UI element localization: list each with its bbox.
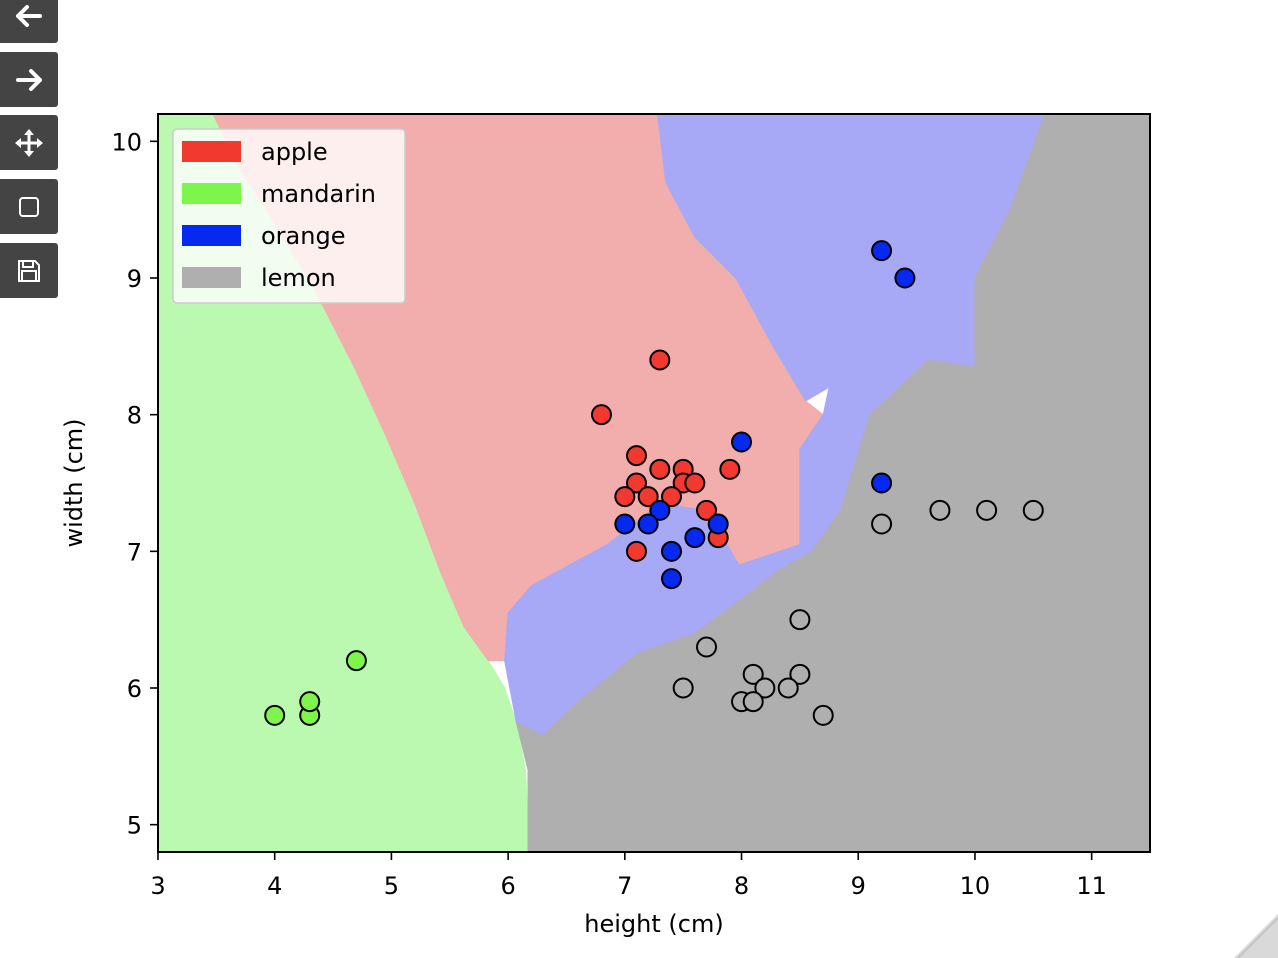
point-lemon (672, 677, 694, 699)
point-apple (684, 472, 706, 494)
point-lemon (871, 513, 893, 535)
point-lemon (742, 691, 764, 713)
x-tick-label: 9 (851, 872, 866, 900)
point-apple (637, 486, 659, 508)
resize-grip-icon[interactable] (1234, 914, 1278, 958)
region-lemon (515, 114, 1150, 852)
point-orange (637, 513, 659, 535)
point-orange (661, 540, 683, 562)
point-orange (871, 472, 893, 494)
y-tick-label: 5 (127, 812, 142, 840)
point-orange (871, 240, 893, 262)
x-tick-label: 11 (1076, 872, 1107, 900)
forward-button[interactable] (0, 52, 58, 107)
point-orange (707, 513, 729, 535)
legend: apple mandarin orange lemon (172, 128, 406, 304)
point-apple (649, 349, 671, 371)
point-apple (719, 458, 741, 480)
point-lemon (742, 663, 764, 685)
legend-swatch-orange (182, 225, 241, 246)
x-tick-label: 6 (500, 872, 515, 900)
x-tick-label: 5 (384, 872, 399, 900)
point-apple (590, 404, 612, 426)
data-points (264, 240, 1044, 726)
point-orange (731, 431, 753, 453)
x-tick-label: 8 (734, 872, 749, 900)
rectangle-zoom-icon (19, 196, 39, 217)
x-axis-label: height (cm) (584, 910, 723, 938)
point-apple (625, 472, 647, 494)
point-apple (661, 486, 683, 508)
point-lemon (789, 609, 811, 631)
x-tick-label: 3 (150, 872, 165, 900)
arrow-left-icon (16, 4, 42, 27)
point-orange (894, 267, 916, 289)
legend-box (172, 128, 406, 304)
point-lemon (777, 677, 799, 699)
x-tick-label: 7 (617, 872, 632, 900)
legend-label-apple: apple (261, 138, 328, 166)
zoom-button[interactable] (0, 179, 58, 234)
x-tick-label: 10 (960, 872, 991, 900)
x-axis: 3 4 5 6 7 8 9 10 11 (150, 852, 1107, 900)
move-icon (15, 128, 43, 157)
legend-label-lemon: lemon (261, 264, 336, 292)
y-tick-label: 7 (127, 538, 142, 566)
point-apple (625, 445, 647, 467)
point-apple (625, 540, 647, 562)
legend-label-orange: orange (261, 222, 345, 250)
legend-swatch-mandarin (182, 183, 241, 204)
save-button[interactable] (0, 243, 58, 298)
legend-swatch-lemon (182, 267, 241, 288)
point-apple (696, 499, 718, 521)
point-lemon (789, 663, 811, 685)
point-apple (649, 458, 671, 480)
point-apple (614, 486, 636, 508)
point-orange (661, 568, 683, 590)
floppy-disk-icon (18, 259, 40, 282)
point-lemon (754, 677, 776, 699)
legend-label-mandarin: mandarin (261, 180, 376, 208)
arrow-right-icon (16, 68, 42, 91)
legend-swatch-apple (182, 141, 241, 162)
y-tick-label: 6 (127, 675, 142, 703)
pan-button[interactable] (0, 115, 58, 170)
point-orange (649, 499, 671, 521)
point-lemon (976, 499, 998, 521)
y-tick-label: 8 (127, 402, 142, 430)
back-button[interactable] (0, 0, 58, 43)
plot-frame (157, 113, 1151, 853)
point-lemon (1022, 499, 1044, 521)
point-orange (614, 513, 636, 535)
point-mandarin (264, 704, 286, 726)
y-tick-label: 9 (127, 265, 142, 293)
point-lemon (696, 636, 718, 658)
point-mandarin (345, 650, 367, 672)
point-lemon (812, 704, 834, 726)
point-mandarin (299, 691, 321, 713)
y-axis-label: width (cm) (60, 418, 88, 547)
y-tick-label: 10 (111, 128, 142, 156)
x-tick-label: 4 (267, 872, 282, 900)
point-lemon (929, 499, 951, 521)
point-orange (684, 527, 706, 549)
y-axis: 5 6 7 8 9 10 (111, 128, 158, 840)
